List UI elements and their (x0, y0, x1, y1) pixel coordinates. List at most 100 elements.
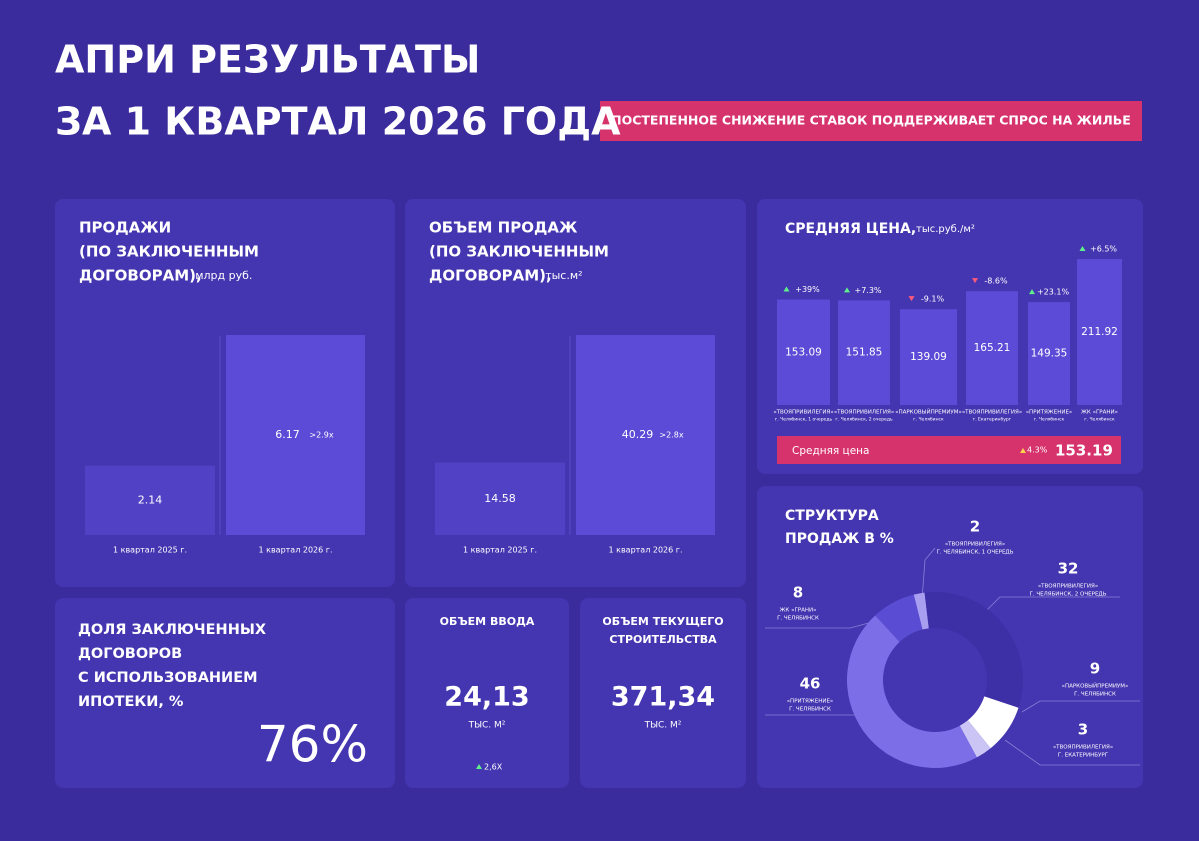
big-value: 371,34 (611, 682, 715, 713)
bar (435, 462, 565, 535)
tagline-box (600, 101, 1142, 141)
bar (226, 335, 365, 535)
change-label: +7.3% (854, 286, 881, 295)
big-value: 24,13 (444, 682, 529, 713)
value-label: 14.58 (484, 492, 516, 505)
change-label: +23.1% (1037, 288, 1070, 297)
segment-label: «ТВОЯПРИВИЛЕГИЯ» (1053, 745, 1113, 751)
category-label: «ТВОЯПРИВИЛЕГИЯ» (834, 410, 894, 416)
growth-label: >2.8x (659, 431, 683, 440)
category-label: «ПРИТЯЖЕНИЕ» (1026, 410, 1073, 416)
card-title: ПРОДАЖ В % (785, 531, 894, 547)
segment-sublabel: Г. ЕКАТЕРИНБУРГ (1058, 753, 1109, 759)
card-title: ИПОТЕКИ, % (78, 694, 184, 710)
value-label: 151.85 (846, 347, 883, 359)
segment-label: ЖК «ГРАНИ» (780, 608, 817, 614)
card-title: ОБЪЕМ ПРОДАЖ (429, 219, 578, 237)
bar (838, 300, 890, 405)
card-title: ОБЪЕМ ТЕКУЩЕГО (602, 615, 723, 628)
category-label: 1 квартал 2026 г. (608, 546, 682, 555)
card-title: СРЕДНЯЯ ЦЕНА, (785, 221, 916, 237)
value-label: 40.29 (622, 428, 654, 441)
category-label: ЖК «ГРАНИ» (1081, 410, 1118, 416)
segment-label: «ТВОЯПРИВИЛЕГИЯ» (1038, 584, 1098, 590)
value-label: 153.09 (785, 346, 822, 358)
card (55, 598, 395, 788)
card (580, 598, 746, 788)
donut-slice (847, 615, 977, 768)
value-label: 32 (1058, 560, 1079, 578)
change-arrow (476, 764, 482, 769)
unit: млрд руб. (195, 269, 252, 282)
bar (1077, 259, 1122, 405)
category-label: «ТВОЯПРИВИЛЕГИЯ» (773, 410, 833, 416)
segment-label: «ПРИТЯЖЕНИЕ» (787, 699, 834, 705)
category-sublabel: г. Екатеринбург (973, 417, 1012, 423)
change-arrow (908, 296, 915, 302)
bar (1028, 302, 1070, 405)
bar (900, 309, 957, 405)
card-title: ОБЪЕМ ВВОДА (440, 615, 535, 628)
segment-sublabel: Г. ЧЕЛЯБИНСК, 1 ОЧЕРЕДЬ (936, 550, 1013, 556)
category-label: «ТВОЯПРИВИЛЕГИЯ» (962, 410, 1022, 416)
value-label: 8 (793, 584, 803, 602)
donut-slice (959, 720, 991, 758)
value-label: 46 (800, 675, 821, 693)
unit: ТЫС. М² (644, 721, 682, 731)
segment-sublabel: Г. ЧЕЛЯБИНСК, 2 ОЧЕРЕДЬ (1029, 592, 1106, 598)
value-label: 149.35 (1031, 348, 1068, 360)
card-title: ДОГОВОРОВ (78, 646, 182, 662)
summary-value: 153.19 (1055, 442, 1113, 460)
donut-slice (967, 696, 1019, 749)
unit: тыс.руб./м² (916, 224, 975, 235)
change-label: +39% (795, 285, 820, 294)
summary-change: 4.3% (1027, 446, 1048, 455)
category-label: 1 квартал 2026 г. (258, 546, 332, 555)
donut-slice (924, 592, 1024, 708)
category-sublabel: г. Челябинск, 1 очередь (775, 417, 833, 423)
segment-sublabel: Г. ЧЕЛЯБИНСК (789, 707, 831, 713)
value-label: 139.09 (910, 351, 947, 363)
category-sublabel: г. Челябинск (913, 417, 944, 423)
value-label: 2 (970, 518, 980, 536)
change-label: -8.6% (984, 277, 1008, 286)
big-value: 76% (257, 716, 368, 774)
category-label: «ПАРКОВЫЙПРЕМИУМ» (895, 409, 962, 416)
change-arrow (783, 286, 790, 292)
bar (777, 299, 830, 405)
category-sublabel: г. Челябинск (1034, 417, 1065, 423)
segment-sublabel: Г. ЧЕЛЯБИНСК (1074, 692, 1116, 698)
segment-label: «ТВОЯПРИВИЛЕГИЯ» (945, 542, 1005, 548)
value-label: 165.21 (974, 342, 1011, 354)
summary-box (777, 436, 1121, 464)
segment-sublabel: Г. ЧЕЛЯБИНСК (777, 616, 819, 622)
card (405, 598, 569, 788)
card-title: ПРОДАЖИ (79, 219, 171, 237)
value-label: 9 (1090, 660, 1100, 678)
value-label: 6.17 (275, 428, 300, 441)
bar (576, 335, 715, 535)
unit: ТЫС. М² (468, 721, 506, 731)
value-label: 211.92 (1081, 326, 1118, 338)
card-title: (ПО ЗАКЛЮЧЕННЫМ (79, 243, 259, 261)
change-arrow (1029, 289, 1035, 295)
tagline: ПОСТЕПЕННОЕ СНИЖЕНИЕ СТАВОК ПОДДЕРЖИВАЕТ… (611, 113, 1131, 128)
donut-slice (875, 594, 923, 642)
growth-label: 2,6X (484, 763, 503, 772)
card-title: (ПО ЗАКЛЮЧЕННЫМ (429, 243, 609, 261)
donut-slice (913, 592, 929, 630)
bar (966, 291, 1018, 405)
card-title: С ИСПОЛЬЗОВАНИЕМ (78, 670, 258, 686)
change-label: +6.5% (1090, 245, 1117, 254)
category-sublabel: г. Челябинск (1084, 417, 1115, 423)
value-label: 2.14 (138, 493, 163, 506)
summary-label: Средняя цена (792, 445, 869, 457)
change-label: -9.1% (921, 295, 945, 304)
segment-label: «ПАРКОВЫЙПРЕМИУМ» (1062, 683, 1129, 690)
card-title: ДОГОВОРАМ), (79, 267, 202, 285)
change-arrow (1079, 246, 1086, 251)
change-arrow (972, 278, 978, 284)
card-title: ДОГОВОРАМ), (429, 267, 552, 285)
bar (85, 465, 215, 535)
